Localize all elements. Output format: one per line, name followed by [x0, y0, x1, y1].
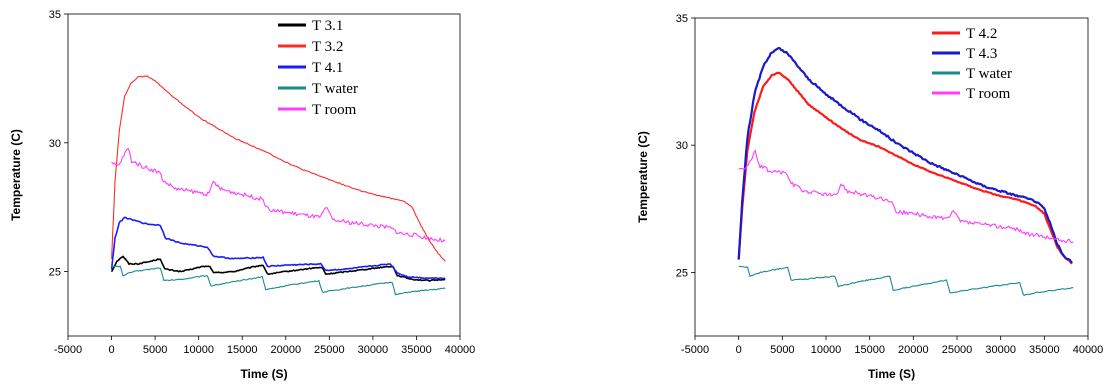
x-tick-label: 35000 [1029, 344, 1060, 356]
series-line-t-3-1 [110, 255, 446, 282]
y-tick-label: 35 [49, 9, 61, 21]
x-tick-label: 0 [108, 344, 114, 356]
chart-1: -5000 0 5000 10000 15000 20000 25000 30000 35000… [9, 9, 475, 381]
y-tick-label: 30 [49, 138, 61, 150]
legend-label: T 4.3 [966, 46, 997, 62]
series-line-t-room [111, 147, 446, 243]
legend-label: T room [966, 86, 1011, 102]
x-tick-label: 5000 [770, 344, 794, 356]
x-tick-label: 20000 [898, 344, 929, 356]
x-tick-label: 25000 [314, 344, 345, 356]
legend-label: T 4.2 [966, 26, 997, 42]
x-tick-label: 30000 [985, 344, 1016, 356]
legend-label: T 3.2 [312, 39, 343, 55]
series-line-t-3-2 [111, 75, 446, 262]
legend-label: T 3.1 [312, 18, 343, 34]
series-line-t-water [738, 265, 1074, 296]
x-tick-label: 10000 [183, 344, 214, 356]
x-axis-label: Time (S) [868, 367, 915, 381]
legend: T 3.1 T 3.2 T 4.1 T water T room [278, 18, 358, 118]
x-tick-label: 0 [736, 344, 742, 356]
series-line-t-4-1 [110, 216, 446, 280]
y-axis-label: Temperature (C) [636, 131, 650, 223]
x-tick-label: 15000 [854, 344, 885, 356]
y-tick-label: 30 [676, 140, 688, 152]
y-axis-label: Temperature (C) [9, 129, 23, 221]
x-axis-label: Time (S) [240, 367, 287, 381]
x-tick-label: 40000 [1073, 344, 1104, 356]
series-line-t-room [738, 149, 1074, 244]
series-line-t-4-3 [737, 46, 1073, 264]
x-tick-label: -5000 [54, 344, 82, 356]
x-tick-label: 30000 [358, 344, 389, 356]
chart-2: -5000 0 5000 10000 15000 20000 25000 30000 35000… [636, 13, 1103, 381]
x-tick-label: 15000 [227, 344, 258, 356]
series-line-t-4-2 [737, 71, 1073, 265]
y-tick-label: 25 [49, 267, 61, 279]
plot-frame [67, 13, 461, 337]
x-tick-label: 5000 [143, 344, 167, 356]
plot-frame [694, 17, 1089, 337]
x-tick-label: 25000 [942, 344, 973, 356]
series-line-t-water [111, 265, 446, 296]
legend-label: T 4.1 [312, 60, 343, 76]
y-tick-label: 25 [676, 267, 688, 279]
legend-label: T water [966, 66, 1012, 82]
x-tick-label: 10000 [811, 344, 842, 356]
x-tick-label: 35000 [401, 344, 432, 356]
x-tick-label: 40000 [445, 344, 476, 356]
legend-label: T water [312, 81, 358, 97]
y-tick-label: 35 [676, 13, 688, 25]
legend-label: T room [312, 102, 357, 118]
x-tick-label: -5000 [681, 344, 709, 356]
x-tick-label: 20000 [270, 344, 301, 356]
legend: T 4.2 T 4.3 T water T room [932, 26, 1012, 102]
